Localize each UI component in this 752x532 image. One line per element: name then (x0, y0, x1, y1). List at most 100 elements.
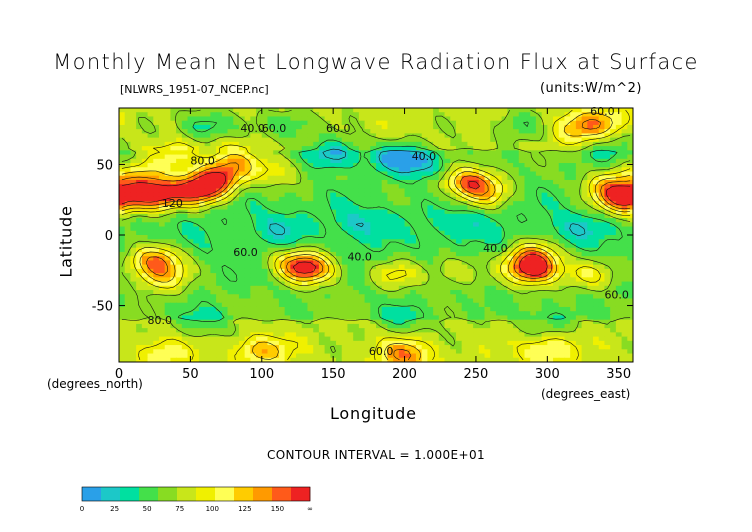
heatmap-cell (187, 137, 194, 143)
heatmap-cell (250, 268, 257, 274)
heatmap-cell (404, 230, 411, 236)
heatmap-cell (518, 239, 526, 245)
heatmap-cell (221, 213, 229, 219)
heatmap-cell (250, 328, 257, 333)
heatmap-cell (119, 146, 126, 151)
heatmap-cell (484, 184, 491, 190)
heatmap-cell (530, 163, 537, 168)
heatmap-cell (444, 323, 451, 329)
heatmap-cell (176, 306, 183, 312)
heatmap-cell (461, 260, 468, 266)
heatmap-cell (336, 196, 343, 202)
heatmap-cell (427, 290, 434, 295)
heatmap-cell (513, 179, 520, 185)
heatmap-cell (558, 319, 566, 325)
heatmap-cell (244, 179, 251, 185)
heatmap-cell (244, 328, 251, 333)
heatmap-cell (210, 302, 217, 308)
heatmap-cell (427, 247, 434, 253)
heatmap-cell (564, 163, 571, 168)
heatmap-cell (153, 171, 160, 177)
heatmap-cell (410, 247, 417, 253)
heatmap-cell (261, 188, 269, 194)
heatmap-cell (541, 281, 548, 287)
heatmap-cell (507, 222, 514, 228)
heatmap-cell (136, 124, 143, 130)
heatmap-cell (427, 311, 434, 317)
heatmap-cell (227, 184, 234, 190)
heatmap-cell (130, 226, 137, 232)
heatmap-cell (221, 146, 229, 151)
heatmap-cell (410, 108, 417, 113)
heatmap-cell (455, 120, 463, 126)
heatmap-cell (553, 167, 560, 173)
heatmap-cell (347, 323, 354, 329)
heatmap-cell (598, 235, 606, 240)
heatmap-cell (410, 209, 417, 215)
heatmap-cell (581, 150, 588, 156)
heatmap-cell (507, 247, 514, 253)
heatmap-cell (238, 256, 246, 261)
heatmap-cell (438, 154, 446, 160)
heatmap-cell (267, 230, 274, 236)
heatmap-cell (541, 268, 548, 274)
heatmap-cell (593, 218, 600, 223)
heatmap-cell (404, 188, 411, 194)
heatmap-cell (495, 332, 503, 338)
heatmap-cell (575, 298, 583, 304)
heatmap-cell (376, 108, 383, 113)
heatmap-cell (427, 218, 434, 223)
heatmap-cell (216, 154, 223, 160)
heatmap-cell (330, 192, 337, 198)
heatmap-cell (558, 323, 566, 329)
heatmap-cell (170, 171, 177, 177)
heatmap-cell (238, 281, 246, 287)
heatmap-cell (513, 213, 520, 219)
heatmap-cell (278, 188, 286, 194)
heatmap-cell (455, 192, 463, 198)
heatmap-cell (313, 150, 320, 156)
heatmap-cell (198, 108, 206, 113)
heatmap-cell (273, 268, 280, 274)
heatmap-cell (330, 158, 337, 164)
heatmap-cell (398, 175, 406, 181)
heatmap-cell (141, 163, 149, 168)
heatmap-cell (444, 146, 451, 151)
heatmap-cell (170, 294, 177, 300)
heatmap-cell (221, 302, 229, 308)
heatmap-cell (227, 192, 234, 198)
heatmap-cell (124, 285, 132, 291)
heatmap-cell (244, 264, 251, 270)
heatmap-cell (256, 239, 263, 245)
heatmap-cell (558, 184, 566, 190)
heatmap-cell (410, 323, 417, 329)
heatmap-cell (575, 108, 583, 113)
heatmap-cell (187, 332, 194, 338)
heatmap-cell (387, 179, 394, 185)
heatmap-cell (336, 171, 343, 177)
heatmap-cell (324, 251, 331, 257)
heatmap-cell (398, 235, 406, 240)
heatmap-cell (415, 201, 423, 206)
heatmap-cell (198, 116, 206, 122)
heatmap-cell (181, 281, 189, 287)
heatmap-cell (404, 256, 411, 261)
heatmap-cell (535, 146, 543, 151)
heatmap-cell (256, 302, 263, 308)
heatmap-cell (513, 124, 520, 130)
heatmap-cell (604, 290, 611, 295)
heatmap-cell (170, 184, 177, 190)
heatmap-cell (273, 150, 280, 156)
heatmap-cell (158, 311, 166, 317)
heatmap-cell (415, 273, 423, 278)
heatmap-cell (438, 239, 446, 245)
heatmap-cell (387, 336, 394, 342)
heatmap-cell (615, 277, 623, 283)
heatmap-cell (455, 298, 463, 304)
heatmap-cell (535, 251, 543, 257)
heatmap-cell (478, 243, 486, 249)
heatmap-cell (256, 311, 263, 317)
heatmap-cell (398, 294, 406, 300)
heatmap-cell (336, 146, 343, 151)
heatmap-cell (193, 328, 200, 333)
